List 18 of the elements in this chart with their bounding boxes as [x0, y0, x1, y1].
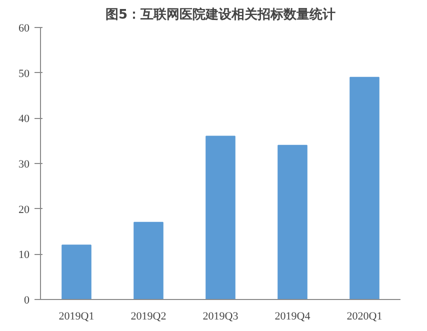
bar — [62, 244, 92, 300]
y-tick-label: 30 — [18, 158, 30, 170]
x-tick-label: 2019Q1 — [58, 310, 94, 322]
bar — [278, 144, 308, 300]
y-tick-label: 0 — [24, 294, 30, 306]
x-tick-label: 2019Q3 — [202, 310, 239, 322]
y-tick-label: 10 — [18, 249, 30, 262]
x-tick-label: 2019Q2 — [130, 310, 166, 322]
chart-title: 图5：互联网医院建设相关招标数量统计 — [105, 6, 336, 22]
x-tick-label: 2019Q4 — [274, 310, 311, 322]
x-tick-label: 2020Q1 — [346, 310, 382, 322]
y-tick-label: 60 — [18, 22, 30, 34]
bar — [134, 222, 164, 300]
y-tick-label: 40 — [18, 113, 30, 126]
y-tick-label: 50 — [18, 68, 30, 80]
y-tick-label: 20 — [18, 204, 30, 216]
bar — [206, 136, 236, 300]
bar — [350, 76, 380, 300]
